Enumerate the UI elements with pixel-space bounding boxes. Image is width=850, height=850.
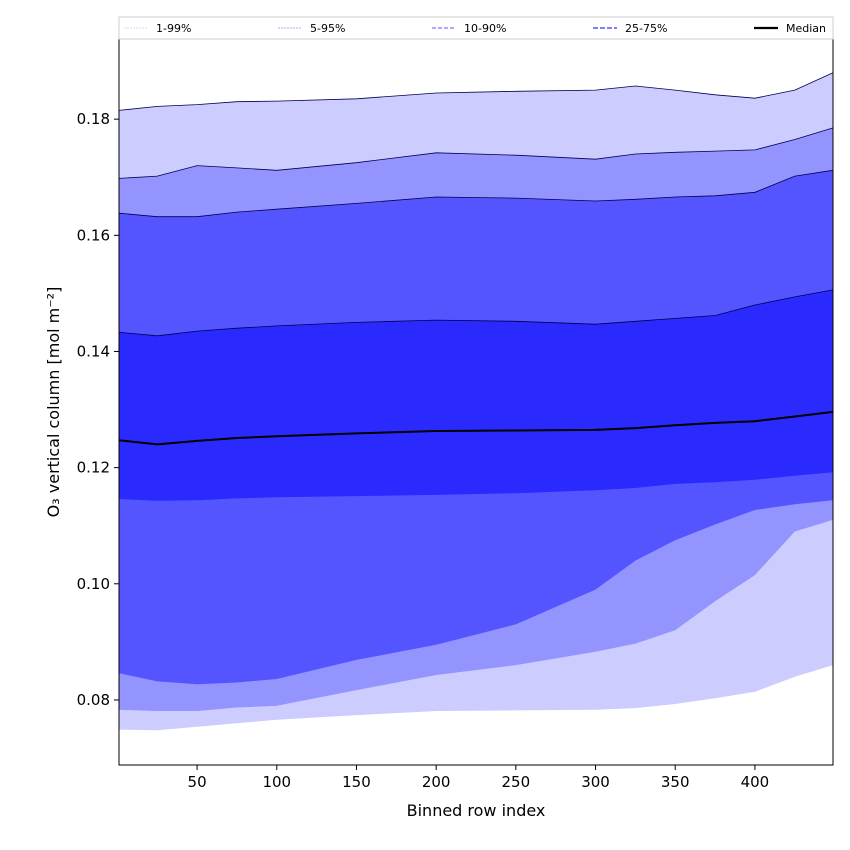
band-upper-line-1-99% bbox=[118, 72, 834, 111]
x-tick-label: 250 bbox=[502, 773, 531, 791]
legend: 1-99% 5-95% 10-90% 25-75% Median bbox=[118, 16, 834, 40]
band-upper-line-25-75% bbox=[118, 289, 834, 337]
y-tick-label: 0.14 bbox=[77, 342, 110, 360]
x-tick-label: 300 bbox=[581, 773, 610, 791]
bands bbox=[118, 72, 834, 731]
x-tick-label: 200 bbox=[422, 773, 451, 791]
band-upper-line-5-95% bbox=[118, 127, 834, 179]
legend-label: Median bbox=[786, 22, 826, 35]
x-tick-label: 350 bbox=[661, 773, 690, 791]
median-line bbox=[118, 410, 834, 446]
legend-label: 5-95% bbox=[310, 22, 345, 35]
x-tick-label: 100 bbox=[262, 773, 291, 791]
y-tick-label: 0.12 bbox=[77, 459, 110, 477]
x-tick-label: 400 bbox=[741, 773, 770, 791]
x-tick-label: 150 bbox=[342, 773, 371, 791]
x-tick-label: 50 bbox=[188, 773, 207, 791]
y-ticks: 0.08 0.10 0.12 0.14 0.16 0.18 bbox=[77, 110, 119, 709]
y-axis-label: O₃ vertical column [mol m⁻²] bbox=[44, 287, 63, 518]
band-upper-line-10-90% bbox=[118, 169, 834, 218]
legend-label: 1-99% bbox=[156, 22, 191, 35]
y-tick-label: 0.18 bbox=[77, 110, 110, 128]
y-tick-label: 0.16 bbox=[77, 226, 110, 244]
x-ticks: 50 100 150 200 250 300 350 400 bbox=[188, 765, 770, 791]
y-tick-label: 0.08 bbox=[77, 691, 110, 709]
legend-label: 10-90% bbox=[464, 22, 506, 35]
band-25-75% bbox=[119, 289, 833, 501]
y-tick-label: 0.10 bbox=[77, 575, 110, 593]
legend-box bbox=[118, 16, 834, 40]
legend-label: 25-75% bbox=[625, 22, 667, 35]
x-axis-label: Binned row index bbox=[407, 801, 546, 820]
